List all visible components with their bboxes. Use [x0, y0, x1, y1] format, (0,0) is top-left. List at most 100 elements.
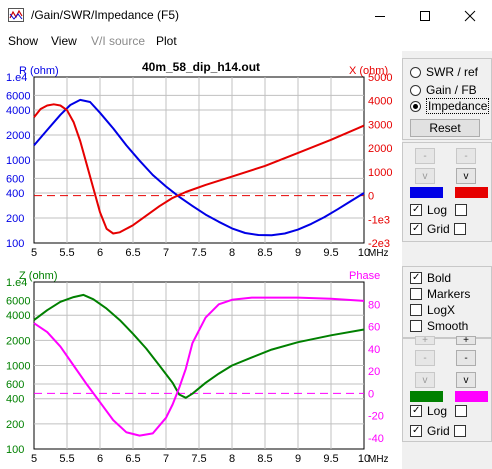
- option-label: Bold: [427, 271, 452, 285]
- bottom-grid-checkbox[interactable]: Grid: [410, 423, 471, 439]
- radio-circle-selected: [410, 100, 421, 112]
- button-glyph: v: [422, 170, 428, 182]
- right-tick-label: 1000: [368, 167, 392, 179]
- close-button[interactable]: [447, 0, 492, 31]
- mode-impedance-radio[interactable]: Impedance: [410, 98, 490, 114]
- menu-show[interactable]: Show: [8, 34, 39, 48]
- phase-color-swatch[interactable]: [455, 391, 488, 402]
- left-tick-label: 200: [6, 213, 24, 225]
- bottom-log-right-checkbox[interactable]: [455, 405, 468, 417]
- graph-app-icon: [8, 8, 24, 22]
- top-left-minus-button[interactable]: -: [415, 148, 435, 164]
- mode-swr-radio[interactable]: SWR / ref: [410, 64, 478, 80]
- button-glyph: -: [423, 150, 427, 162]
- mode-label: Impedance: [426, 98, 490, 114]
- x-tick-label: 6.5: [125, 247, 140, 259]
- checkbox-box-checked: [410, 425, 422, 437]
- z-color-swatch[interactable]: [410, 391, 443, 402]
- bottom-right-plus-button[interactable]: +: [456, 335, 476, 346]
- bottom-left-down-button[interactable]: v: [415, 372, 435, 388]
- top-log-checkbox[interactable]: Log: [410, 202, 472, 218]
- r-color-swatch[interactable]: [410, 187, 443, 198]
- top-right-minus-button[interactable]: -: [456, 148, 476, 164]
- maximize-button[interactable]: [402, 0, 447, 31]
- x-tick-label: 10: [358, 247, 370, 259]
- mode-label: SWR / ref: [426, 65, 479, 79]
- checkbox-box: [410, 304, 422, 316]
- x-tick-label: 8: [229, 453, 235, 465]
- left-tick-label: 2000: [6, 335, 30, 347]
- left-tick-label: 1.e4: [6, 277, 27, 289]
- plot-title: 40m_58_dip_h14.out: [142, 60, 260, 74]
- left-tick-label: 2000: [6, 130, 30, 142]
- top-grid-right-checkbox[interactable]: [453, 223, 466, 235]
- right-axis-label: Phase: [349, 270, 380, 282]
- button-glyph: v: [463, 374, 469, 386]
- right-tick-label: 60: [368, 322, 380, 334]
- option-label: Markers: [427, 287, 471, 301]
- right-axis-label: X (ohm): [349, 65, 388, 77]
- x-tick-label: 9.5: [323, 247, 338, 259]
- radio-circle: [410, 84, 421, 96]
- x-tick-label: 8.5: [257, 247, 272, 259]
- mode-gain-radio[interactable]: Gain / FB: [410, 82, 477, 98]
- top-grid-checkbox[interactable]: Grid: [410, 221, 471, 237]
- markers-checkbox[interactable]: Markers: [410, 286, 470, 302]
- title-bar: /Gain/SWR/Impedance (F5): [0, 0, 492, 31]
- right-tick-label: 5000: [368, 72, 392, 84]
- close-icon: [464, 10, 475, 21]
- x-tick-label: 9: [295, 453, 301, 465]
- button-glyph: -: [423, 352, 427, 364]
- left-tick-label: 100: [6, 444, 24, 456]
- right-tick-label: -1e3: [368, 214, 390, 226]
- x-color-swatch[interactable]: [455, 187, 488, 198]
- top-right-down-button[interactable]: v: [456, 168, 476, 184]
- impedance-rx-chart: 5 5.5 6 6.5 7 7.5 8 8.5 9 9.5 10MHz1.e460004000200…: [6, 65, 392, 259]
- right-tick-label: -40: [368, 433, 384, 445]
- menu-view[interactable]: View: [51, 34, 77, 48]
- bottom-left-plus-button[interactable]: +: [415, 335, 435, 346]
- x-tick-label: 8: [229, 247, 235, 259]
- left-tick-label: 600: [6, 173, 24, 185]
- mode-label: Gain / FB: [426, 83, 477, 97]
- menu-vi-source[interactable]: V/I source: [91, 34, 146, 48]
- menu-plot[interactable]: Plot: [156, 34, 177, 48]
- x-tick-label: 5: [31, 453, 37, 465]
- button-glyph: -: [464, 150, 468, 162]
- bold-checkbox[interactable]: Bold: [410, 270, 451, 286]
- logx-checkbox[interactable]: LogX: [410, 302, 455, 318]
- option-label: LogX: [427, 303, 456, 317]
- bottom-log-checkbox[interactable]: Log: [410, 403, 472, 419]
- x-tick-label: 6: [97, 247, 103, 259]
- impedance-z-phase-chart: 5 5.5 6 6.5 7 7.5 8 8.5 9 9.5 10MHz1.e460004000200…: [6, 270, 389, 465]
- right-tick-label: 40: [368, 344, 380, 356]
- minimize-button[interactable]: [357, 0, 402, 31]
- top-log-right-checkbox[interactable]: [455, 204, 468, 216]
- window-title: /Gain/SWR/Impedance (F5): [31, 8, 180, 22]
- checkbox-box: [410, 320, 422, 332]
- bottom-right-down-button[interactable]: v: [456, 372, 476, 388]
- bottom-right-minus-button[interactable]: -: [456, 350, 476, 366]
- smooth-checkbox[interactable]: Smooth: [410, 318, 468, 334]
- option-label: Smooth: [427, 319, 469, 333]
- left-tick-label: 400: [6, 188, 24, 200]
- reset-button[interactable]: Reset: [410, 119, 480, 137]
- left-tick-label: 1.e4: [6, 72, 27, 84]
- right-tick-label: 80: [368, 299, 380, 311]
- right-tick-label: 2000: [368, 143, 392, 155]
- checkbox-box-checked: [410, 405, 422, 417]
- right-tick-label: 0: [368, 191, 374, 203]
- bottom-grid-right-checkbox[interactable]: [453, 425, 466, 437]
- button-glyph: +: [463, 335, 469, 346]
- button-glyph: v: [422, 374, 428, 386]
- bottom-left-minus-button[interactable]: -: [415, 350, 435, 366]
- series-line: [33, 293, 365, 399]
- right-tick-label: 0: [368, 388, 374, 400]
- left-tick-label: 1000: [6, 361, 30, 373]
- log-label: Log: [427, 404, 448, 418]
- top-left-down-button[interactable]: v: [415, 168, 435, 184]
- x-tick-label: 7: [163, 453, 169, 465]
- left-axis-label: Z (ohm): [19, 270, 58, 282]
- checkbox-box: [410, 288, 422, 300]
- x-tick-label: 5.5: [59, 247, 74, 259]
